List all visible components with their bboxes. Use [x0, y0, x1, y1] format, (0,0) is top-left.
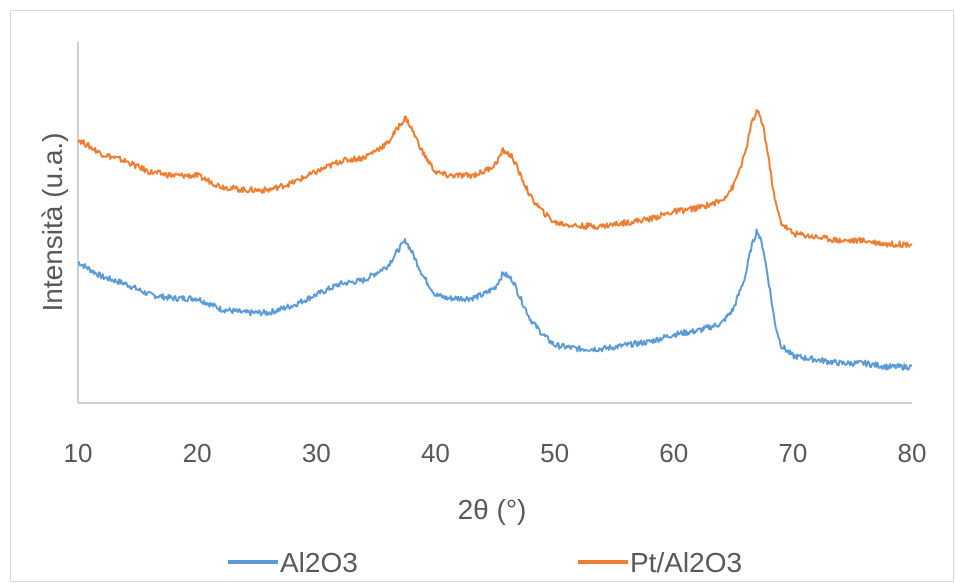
x-tick-label: 30: [302, 438, 331, 468]
x-tick-label: 50: [540, 438, 569, 468]
x-tick-label: 20: [183, 438, 212, 468]
x-tick-labels: 10 20 30 40 50 60 70 80: [64, 438, 927, 468]
legend: Al2O3 Pt/Al2O3: [228, 547, 742, 578]
x-tick-label: 10: [64, 438, 93, 468]
legend-label: Pt/Al2O3: [630, 547, 742, 578]
plot-area: [77, 42, 913, 404]
series-line-pt-al2o3: [77, 109, 913, 248]
x-tick-label: 40: [421, 438, 450, 468]
x-tick-label: 80: [898, 438, 927, 468]
legend-label: Al2O3: [280, 547, 358, 578]
x-tick-label: 60: [659, 438, 688, 468]
x-axis-title: 2θ (°): [458, 494, 527, 525]
series-line-al2o3: [77, 228, 913, 371]
y-axis-title: Intensità (u.a.): [37, 133, 68, 312]
x-tick-label: 70: [778, 438, 807, 468]
series-layer: [77, 109, 913, 371]
